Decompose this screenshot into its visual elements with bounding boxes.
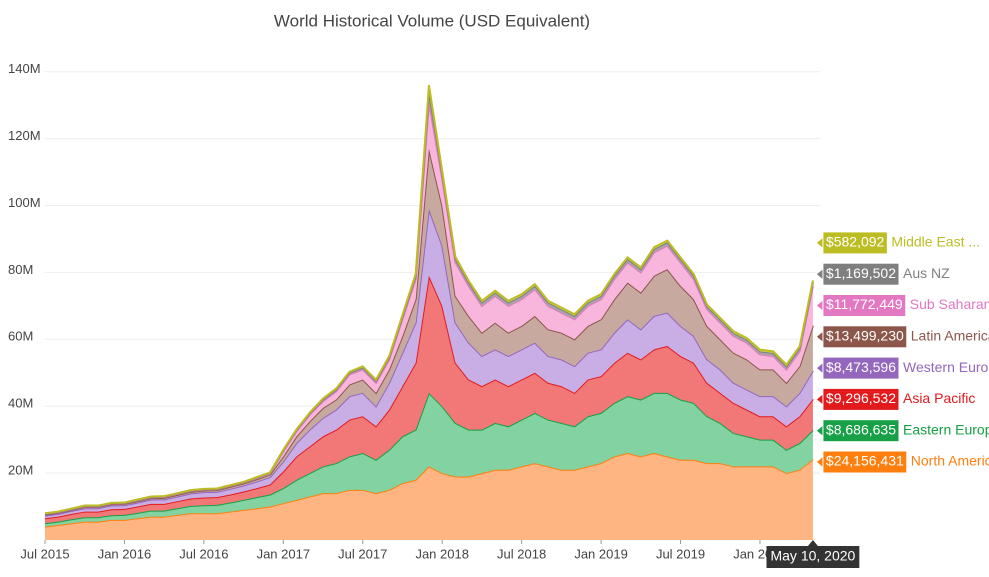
hover-series-name: Eastern Europe [903, 421, 989, 437]
hover-label: $8,686,635 Eastern Europe [816, 419, 989, 443]
hover-value: $9,296,532 [826, 390, 896, 406]
x-tick-label: Jan 2018 [415, 546, 469, 561]
hover-box [822, 231, 888, 255]
hover-date-pointer [807, 540, 818, 546]
hover-value: $8,686,635 [826, 421, 896, 437]
hover-series-name: Asia Pacific [903, 390, 975, 406]
y-tick-label: 60M [8, 329, 33, 344]
hover-value: $8,473,596 [826, 359, 896, 375]
hover-label: $11,772,449 Sub Saharan .. [816, 294, 989, 317]
hover-box [822, 387, 900, 411]
area [45, 208, 813, 519]
x-tick-label: Jul 2018 [497, 546, 546, 561]
y-tick-label: 120M [8, 128, 41, 143]
hover-label: $582,092 Middle East ... [816, 231, 980, 255]
hover-pointer [816, 269, 823, 280]
hover-box [822, 419, 900, 443]
hover-series-name: Sub Saharan .. [910, 296, 989, 312]
hover-box [822, 294, 907, 317]
hover-box [822, 356, 900, 380]
x-tick-label: Jan 2019 [574, 546, 628, 561]
y-tick-label: 100M [8, 195, 41, 210]
x-tick-label: Jul 2019 [656, 546, 705, 561]
hover-date: May 10, 2020 [770, 548, 855, 564]
hover-value: $13,499,230 [826, 328, 904, 344]
hover-pointer [816, 300, 823, 311]
hover-series-name: Western Europe [903, 359, 989, 375]
hover-pointer [816, 394, 823, 405]
hover-pointer [816, 363, 823, 374]
hover-label: $8,473,596 Western Europe [816, 356, 989, 380]
hover-value: $11,772,449 [826, 296, 903, 312]
x-tick-label: Jul 2015 [20, 546, 69, 561]
hover-label: $13,499,230 Latin America [816, 325, 989, 349]
hover-box [822, 262, 900, 286]
hover-pointer [816, 457, 823, 467]
hover-label: $9,296,532 Asia Pacific [816, 387, 975, 411]
hover-value: $1,169,502 [826, 265, 896, 281]
area-line [44, 84, 814, 515]
hover-box [822, 450, 908, 474]
hover-value: $582,092 [826, 234, 885, 250]
hover-box [822, 325, 908, 349]
hover-series-name: North America [911, 453, 989, 469]
area [45, 453, 813, 540]
hover-series-name: Latin America [911, 328, 989, 344]
hover-pointer [816, 425, 823, 436]
x-tick-label: Jan 2016 [98, 546, 152, 561]
hover-pointer [816, 237, 823, 248]
y-tick-label: 80M [8, 262, 33, 277]
area [45, 275, 813, 524]
chart-title: World Historical Volume (USD Equivalent) [274, 11, 590, 30]
hover-label: $24,156,431 North America [816, 450, 989, 474]
hover-series-name: Middle East ... [891, 234, 980, 250]
area [45, 392, 813, 527]
hover-series-name: Aus NZ [903, 265, 950, 281]
x-tick-label: Jul 2017 [338, 546, 387, 561]
y-tick-label: 20M [8, 463, 33, 478]
x-tick-label: Jul 2016 [179, 546, 228, 561]
hover-date-box [766, 546, 860, 568]
hover-pointer [816, 331, 823, 342]
hover-label: $1,169,502 Aus NZ [816, 262, 950, 286]
y-tick-label: 140M [8, 61, 41, 76]
y-tick-label: 40M [8, 396, 33, 411]
x-tick-label: Jan 2017 [257, 546, 311, 561]
hover-value: $24,156,431 [826, 453, 904, 469]
